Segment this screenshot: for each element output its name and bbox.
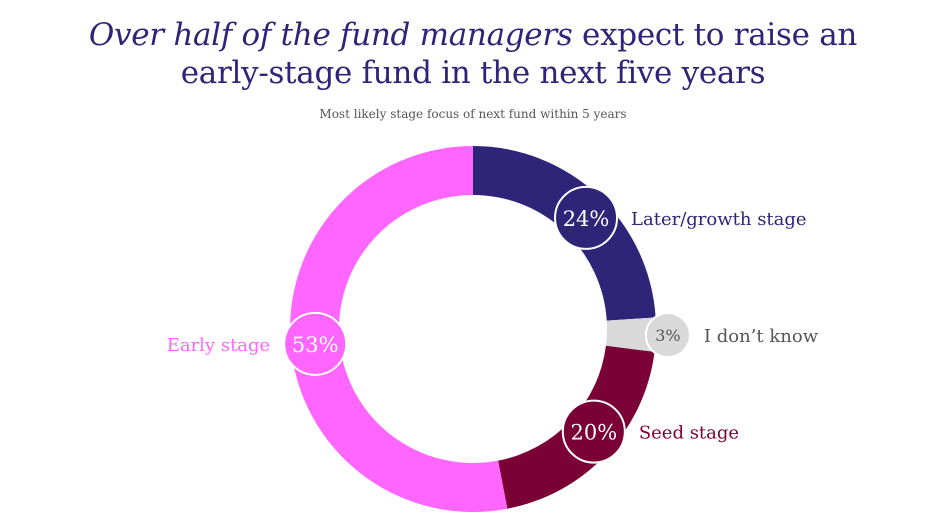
- category-label-early-stage: Early stage: [167, 335, 271, 356]
- value-label-later-growth-stage: 24%: [563, 207, 610, 231]
- value-label-early-stage: 53%: [292, 333, 339, 357]
- category-label-i-don-t-know: I don’t know: [704, 326, 819, 347]
- value-label-i-don-t-know: 3%: [655, 326, 680, 345]
- chart-title-line2: early-stage fund in the next five years: [180, 55, 766, 91]
- chart-subtitle: Most likely stage focus of next fund wit…: [319, 107, 627, 121]
- value-bubble-early-stage: 53%: [283, 311, 348, 376]
- chart-title-rest: expect to raise an: [572, 17, 858, 53]
- value-bubble-later-growth-stage: 24%: [554, 185, 619, 250]
- category-label-seed-stage: Seed stage: [639, 423, 739, 444]
- chart-title-italic: Over half of the fund managers: [88, 17, 573, 53]
- chart-title: Over half of the fund managers expect to…: [0, 16, 946, 92]
- slice-later-growth-stage: [473, 146, 656, 321]
- slice-i-don-t-know: [605, 317, 656, 352]
- category-label-later-growth-stage: Later/growth stage: [631, 209, 807, 230]
- value-bubble-seed-stage: 20%: [561, 399, 626, 464]
- value-bubble-i-don-t-know: 3%: [644, 312, 691, 359]
- value-label-seed-stage: 20%: [570, 421, 617, 445]
- slice-early-stage: [290, 146, 508, 512]
